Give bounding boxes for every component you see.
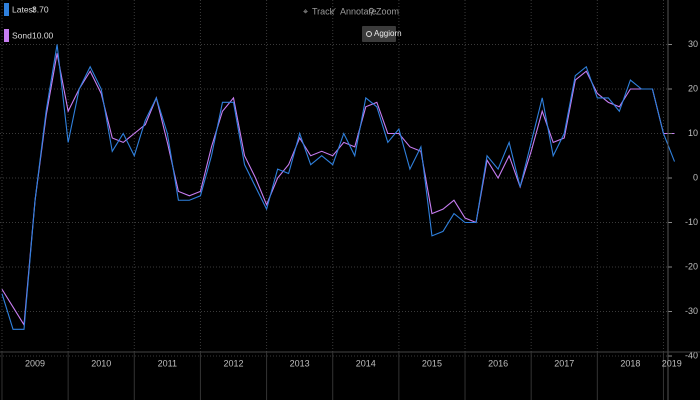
x-tick-label: 2010 xyxy=(91,358,111,368)
refresh-icon xyxy=(366,31,372,37)
legend-swatch xyxy=(4,29,9,42)
x-tick-label: 2016 xyxy=(488,358,508,368)
y-tick-label: -20 xyxy=(685,261,698,271)
x-tick-label: 2015 xyxy=(422,358,442,368)
track-icon: ⌖ xyxy=(303,6,308,16)
x-tick-label: 2012 xyxy=(223,358,243,368)
legend-label: Sond xyxy=(12,30,32,40)
plot xyxy=(1,44,676,330)
y-tick-label: 0 xyxy=(693,172,698,182)
legend-value: 3.70 xyxy=(32,4,49,14)
zoom-icon: ⚲ xyxy=(368,6,375,16)
y-tick-label: -40 xyxy=(685,350,698,360)
track-button[interactable]: Track xyxy=(312,6,335,16)
x-tick-label: 2019 xyxy=(662,358,682,368)
x-tick-label: 2011 xyxy=(158,358,177,368)
refresh-button[interactable]: Aggiorn xyxy=(374,29,402,38)
y-tick-label: 10 xyxy=(688,128,698,138)
series-line xyxy=(1,44,676,330)
annotate-button[interactable]: Annotare xyxy=(340,6,377,16)
refresh-button-bg[interactable] xyxy=(362,26,396,42)
x-tick-label: 2018 xyxy=(620,358,640,368)
toolbar: ⌖ Track ⁄ Annotare ⚲ Zoom Aggiorn xyxy=(303,6,402,42)
y-tick-label: -10 xyxy=(685,217,698,227)
x-tick-label: 2009 xyxy=(25,358,45,368)
x-tick-label: 2017 xyxy=(554,358,574,368)
y-tick-label: -30 xyxy=(685,306,698,316)
x-tick-label: 2013 xyxy=(290,358,310,368)
legend-value: 10.00 xyxy=(32,30,54,40)
annotate-icon: ⁄ xyxy=(331,6,336,16)
legend-swatch xyxy=(4,3,9,16)
zoom-button[interactable]: Zoom xyxy=(376,6,399,16)
y-tick-label: 20 xyxy=(688,83,698,93)
y-tick-label: 30 xyxy=(688,39,698,49)
legend-label: Latest xyxy=(12,4,36,14)
x-tick-label: 2014 xyxy=(356,358,376,368)
